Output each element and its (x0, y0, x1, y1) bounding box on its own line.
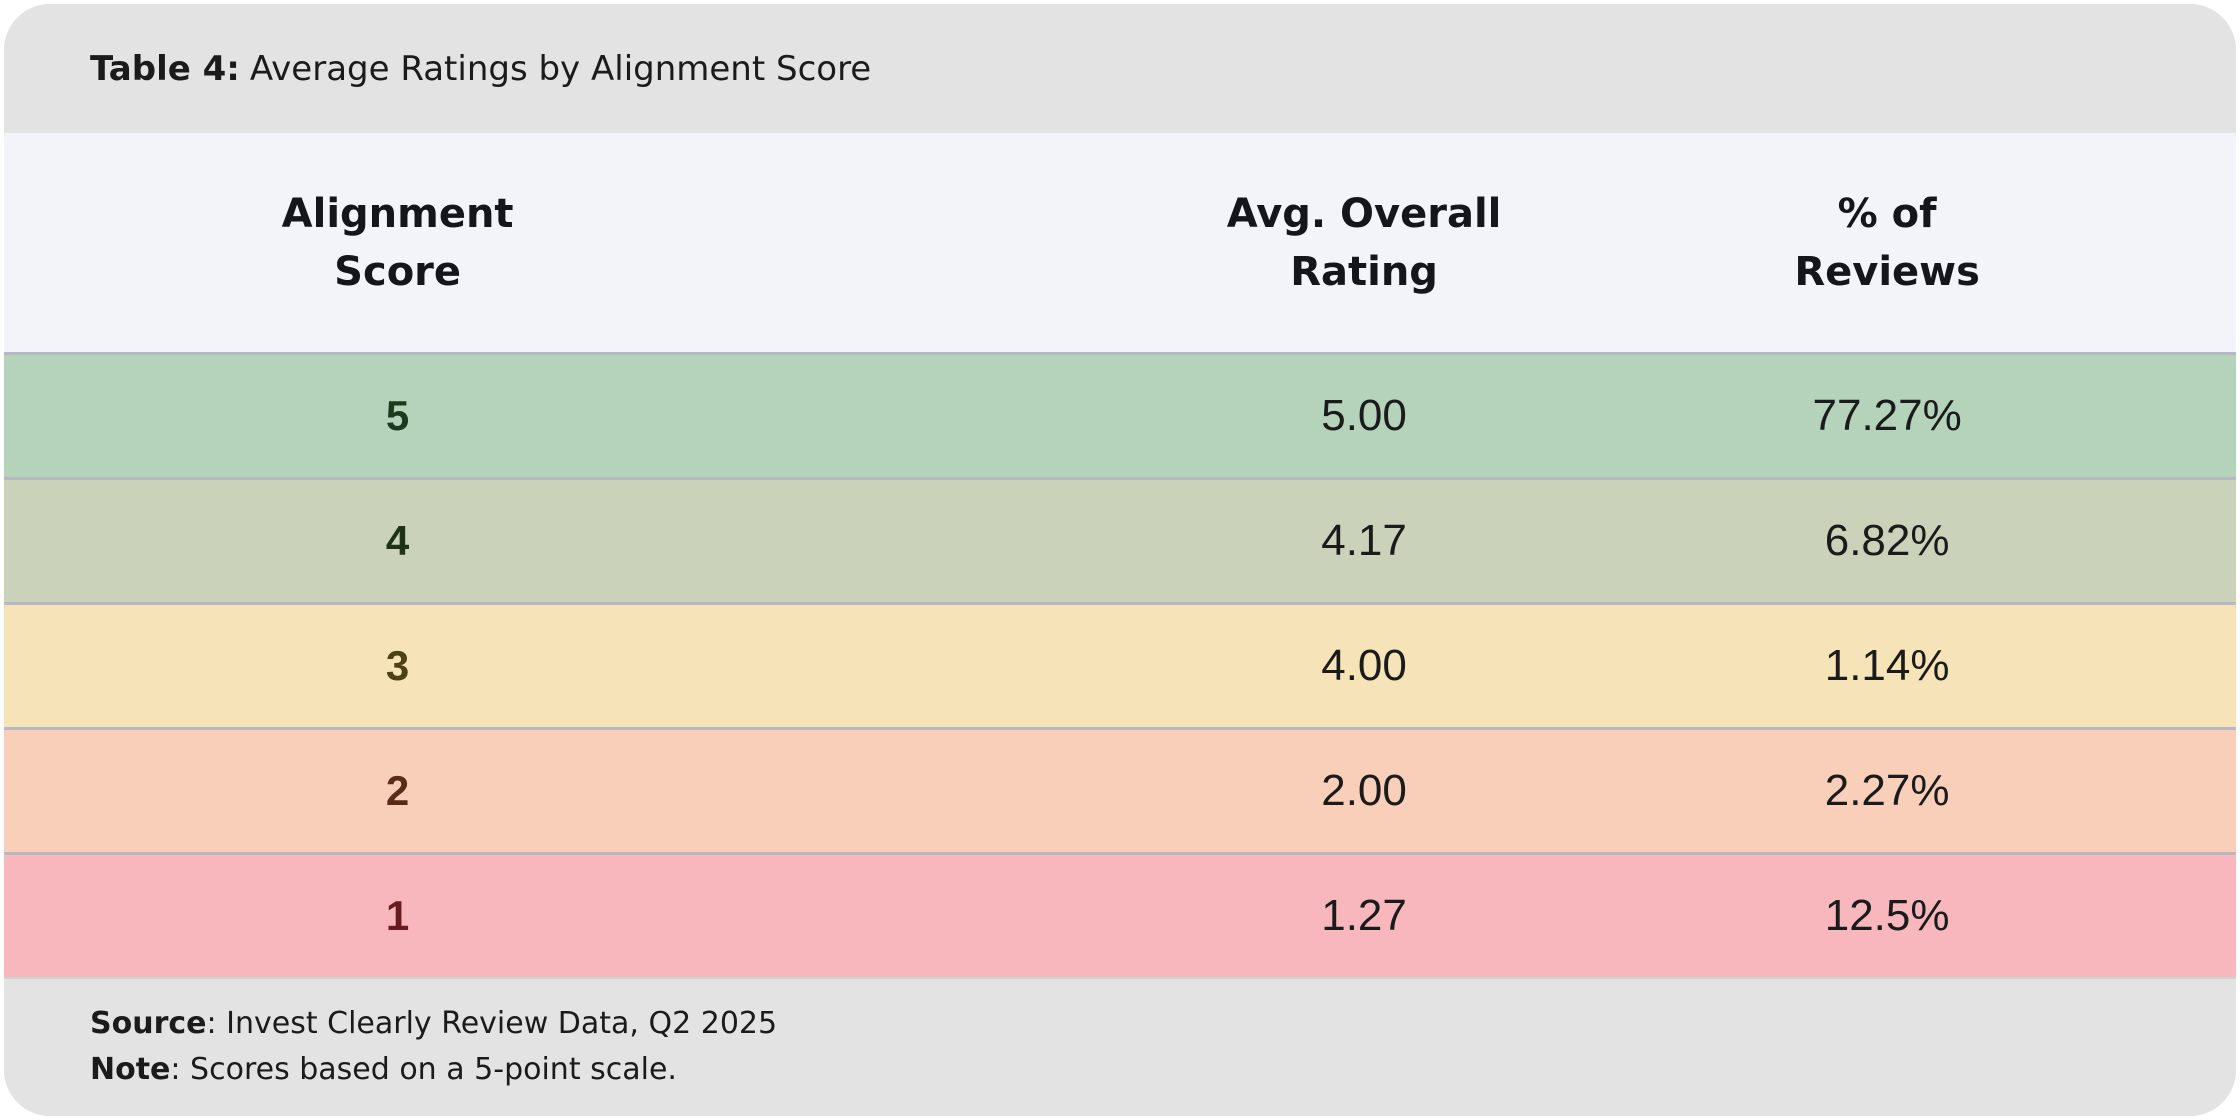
table-row-score-4: 4 4.17 6.82% (4, 477, 2236, 602)
column-header-pct-of-reviews: % of Reviews (1638, 185, 2136, 301)
column-header-line: Avg. Overall (1226, 190, 1502, 237)
table-row-score-2: 2 2.00 2.27% (4, 727, 2236, 852)
alignment-score-value: 4 (385, 517, 410, 564)
column-header-avg-overall-rating: Avg. Overall Rating (1090, 185, 1638, 301)
note-text: : Scores based on a 5-point scale. (170, 1052, 677, 1087)
table-footnotes: Source: Invest Clearly Review Data, Q2 2… (4, 977, 2236, 1116)
alignment-score-value: 1 (385, 892, 410, 939)
note-line: Note: Scores based on a 5-point scale. (90, 1047, 2150, 1093)
column-header-line: % of (1837, 190, 1937, 237)
source-text: : Invest Clearly Review Data, Q2 2025 (206, 1006, 778, 1041)
pct-reviews-value: 2.27% (1824, 766, 1950, 815)
avg-rating-value: 5.00 (1321, 391, 1407, 440)
avg-rating-value: 4.00 (1321, 641, 1407, 690)
pct-reviews-value: 77.27% (1812, 391, 1962, 440)
avg-rating-value: 4.17 (1321, 516, 1407, 565)
pct-reviews-value: 6.82% (1824, 516, 1950, 565)
alignment-score-value: 2 (385, 767, 410, 814)
column-header-line: Rating (1290, 248, 1438, 295)
column-header-line: Reviews (1794, 248, 1980, 295)
table-title-text: Average Ratings by Alignment Score (249, 48, 872, 89)
pct-reviews-value: 1.14% (1824, 641, 1950, 690)
table-row-score-3: 3 4.00 1.14% (4, 602, 2236, 727)
pct-reviews-value: 12.5% (1824, 891, 1950, 940)
table-row-score-5: 5 5.00 77.27% (4, 352, 2236, 477)
alignment-score-value: 5 (385, 392, 410, 439)
avg-rating-value: 2.00 (1321, 766, 1407, 815)
avg-rating-value: 1.27 (1321, 891, 1407, 940)
table-row-score-1: 1 1.27 12.5% (4, 852, 2236, 977)
table-header-row: Alignment Score Avg. Overall Rating % of… (4, 133, 2236, 352)
source-line: Source: Invest Clearly Review Data, Q2 2… (90, 1001, 2150, 1047)
table-number-label: Table 4: (90, 48, 240, 89)
alignment-score-value: 3 (385, 642, 410, 689)
column-header-line: Alignment (281, 190, 514, 237)
source-label: Source (90, 1006, 207, 1041)
column-header-alignment-score: Alignment Score (4, 185, 791, 301)
table-caption: Table 4: Average Ratings by Alignment Sc… (4, 4, 2236, 133)
column-header-line: Score (334, 248, 462, 295)
note-label: Note (90, 1052, 171, 1087)
table-figure-card: Table 4: Average Ratings by Alignment Sc… (4, 4, 2236, 1116)
